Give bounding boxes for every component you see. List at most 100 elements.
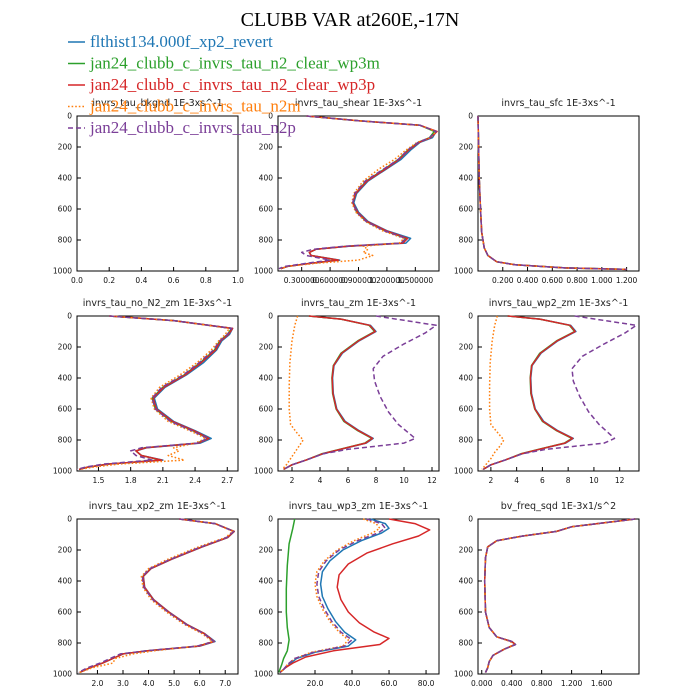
x-tick-label: 20.0 bbox=[307, 679, 324, 688]
x-tick-label: 2 bbox=[488, 476, 493, 485]
y-tick-label: 0 bbox=[268, 312, 273, 321]
legend-label: jan24_clubb_c_invrs_tau_n2_clear_wp3m bbox=[89, 54, 380, 73]
plot-frame bbox=[477, 518, 640, 675]
y-tick-label: 1000 bbox=[454, 267, 473, 276]
x-tick-label: 8 bbox=[566, 476, 571, 485]
plot-frame bbox=[76, 518, 239, 675]
panel-title: invrs_tau_shear 1E-3xs^-1 bbox=[295, 98, 422, 109]
series-line-0 bbox=[483, 518, 636, 673]
x-tick-label: 4.0 bbox=[143, 679, 155, 688]
y-tick-label: 400 bbox=[459, 174, 474, 183]
panel-title: invrs_tau_bkgnd 1E-3xs^-1 bbox=[92, 98, 222, 109]
x-tick-label: 4 bbox=[514, 476, 519, 485]
y-tick-label: 600 bbox=[459, 205, 474, 214]
y-tick-label: 600 bbox=[58, 205, 73, 214]
x-tick-label: 0.4 bbox=[135, 276, 147, 285]
y-tick-label: 200 bbox=[459, 143, 474, 152]
series-line-4 bbox=[278, 115, 437, 270]
y-tick-label: 400 bbox=[58, 577, 73, 586]
y-tick-label: 400 bbox=[459, 577, 474, 586]
y-tick-label: 800 bbox=[259, 436, 274, 445]
x-tick-label: 0.600000 bbox=[312, 276, 348, 285]
x-tick-label: 0.900000 bbox=[341, 276, 377, 285]
y-tick-label: 200 bbox=[459, 343, 474, 352]
x-tick-label: 0.200 bbox=[492, 276, 514, 285]
y-tick-label: 400 bbox=[259, 174, 274, 183]
plot-frame bbox=[477, 115, 640, 272]
x-tick-label: 2.0 bbox=[91, 679, 103, 688]
plot-frame bbox=[277, 115, 440, 272]
legend: flthist134.000f_xp2_revert jan24_clubb_c_… bbox=[68, 32, 380, 137]
series-line-4 bbox=[76, 315, 233, 471]
y-tick-label: 1000 bbox=[454, 467, 473, 476]
x-tick-label: 7.0 bbox=[219, 679, 231, 688]
y-tick-label: 600 bbox=[58, 405, 73, 414]
y-tick-label: 800 bbox=[58, 436, 73, 445]
panels: invrs_tau_bkgnd 1E-3xs^-1020040060080010… bbox=[53, 98, 640, 688]
x-tick-label: 80.0 bbox=[418, 679, 435, 688]
y-tick-label: 0 bbox=[67, 312, 72, 321]
plot-frame bbox=[76, 115, 239, 272]
x-tick-label: 0.300000 bbox=[284, 276, 320, 285]
panel-8: bv_freq_sqd 1E-3x1/s^2020040060080010000… bbox=[454, 501, 640, 688]
y-tick-label: 1000 bbox=[254, 670, 273, 679]
y-tick-label: 0 bbox=[468, 312, 473, 321]
x-tick-label: 0.800 bbox=[531, 679, 553, 688]
y-tick-label: 1000 bbox=[254, 467, 273, 476]
y-tick-label: 200 bbox=[58, 143, 73, 152]
x-tick-label: 0.800 bbox=[566, 276, 588, 285]
series-line-0 bbox=[279, 518, 390, 674]
panel-title: invrs_tau_no_N2_zm 1E-3xs^-1 bbox=[83, 298, 232, 309]
x-tick-label: 0.000 bbox=[471, 679, 493, 688]
panel-1: invrs_tau_shear 1E-3xs^-1 0 200 400 600 800 10… bbox=[254, 98, 440, 285]
legend-label: jan24_clubb_c_invrs_tau_n2p bbox=[89, 118, 296, 137]
y-tick-label: 600 bbox=[459, 405, 474, 414]
x-tick-label: 0.6 bbox=[168, 276, 180, 285]
x-tick-label: 6.0 bbox=[194, 679, 206, 688]
legend-item-0: flthist134.000f_xp2_revert bbox=[68, 32, 273, 51]
legend-label: flthist134.000f_xp2_revert bbox=[90, 32, 273, 51]
legend-item-2: jan24_clubb_c_invrs_tau_n2_clear_wp3p bbox=[68, 75, 375, 94]
x-tick-label: 2.1 bbox=[157, 476, 169, 485]
series-line-1 bbox=[278, 518, 296, 673]
x-tick-label: 10 bbox=[399, 476, 409, 485]
series-line-2 bbox=[477, 115, 627, 271]
x-tick-label: 0.2 bbox=[103, 276, 115, 285]
series-line-4 bbox=[477, 115, 627, 271]
y-tick-label: 600 bbox=[259, 405, 274, 414]
series-line-4 bbox=[77, 518, 235, 674]
y-tick-label: 0 bbox=[468, 515, 473, 524]
x-tick-label: 1.000 bbox=[591, 276, 613, 285]
panel-5: invrs_tau_wp2_zm 1E-3xs^-1 0 200 400 600 800 1… bbox=[454, 298, 640, 485]
legend-item-1: jan24_clubb_c_invrs_tau_n2_clear_wp3m bbox=[68, 54, 380, 73]
x-tick-label: 12 bbox=[427, 476, 437, 485]
series-line-3 bbox=[483, 518, 636, 673]
plot-frame bbox=[76, 315, 239, 472]
panel-3: invrs_tau_no_N2_zm 1E-3xs^-1 0 200 400 600 80… bbox=[53, 298, 239, 485]
series-line-3 bbox=[281, 315, 304, 470]
x-tick-label: 1.500000 bbox=[397, 276, 433, 285]
legend-label: jan24_clubb_c_invrs_tau_n2m bbox=[89, 97, 301, 116]
y-tick-label: 1000 bbox=[53, 467, 72, 476]
series-line-3 bbox=[477, 115, 627, 271]
x-tick-label: 1.200 bbox=[561, 679, 583, 688]
series-line-4 bbox=[283, 315, 437, 471]
panel-title: bv_freq_sqd 1E-3x1/s^2 bbox=[501, 501, 616, 512]
x-tick-label: 1.0 bbox=[232, 276, 244, 285]
y-tick-label: 800 bbox=[259, 236, 274, 245]
x-tick-label: 12 bbox=[615, 476, 625, 485]
x-tick-label: 2 bbox=[290, 476, 295, 485]
series-line-4 bbox=[483, 518, 636, 673]
y-tick-label: 200 bbox=[259, 546, 274, 555]
y-tick-label: 200 bbox=[58, 343, 73, 352]
y-tick-label: 200 bbox=[459, 546, 474, 555]
panel-title: invrs_tau_xp2_zm 1E-3xs^-1 bbox=[89, 501, 226, 512]
series-line-4 bbox=[279, 518, 387, 674]
panel-2: invrs_tau_sfc 1E-3xs^-1 0 200 400 600 800 1000… bbox=[454, 98, 640, 285]
y-tick-label: 400 bbox=[259, 374, 274, 383]
y-tick-label: 0 bbox=[468, 112, 473, 121]
y-tick-label: 400 bbox=[58, 174, 73, 183]
series-line-3 bbox=[481, 315, 505, 470]
y-tick-label: 800 bbox=[459, 236, 474, 245]
y-tick-label: 1000 bbox=[53, 267, 72, 276]
